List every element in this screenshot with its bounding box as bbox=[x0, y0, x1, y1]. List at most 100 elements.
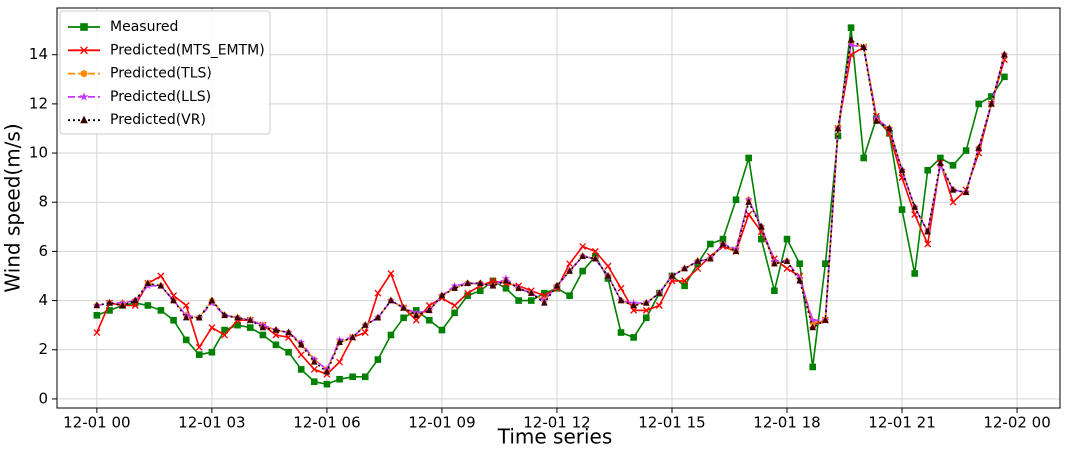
marker bbox=[425, 306, 433, 314]
marker bbox=[783, 235, 791, 243]
marker bbox=[310, 365, 318, 373]
marker bbox=[873, 117, 880, 124]
y-tick-label: 2 bbox=[38, 340, 48, 358]
marker bbox=[822, 316, 829, 323]
marker bbox=[195, 343, 203, 351]
marker bbox=[170, 316, 177, 324]
marker bbox=[374, 356, 382, 363]
marker bbox=[758, 222, 765, 230]
marker bbox=[694, 257, 701, 264]
marker bbox=[246, 324, 254, 331]
marker bbox=[234, 313, 241, 321]
marker bbox=[834, 124, 842, 132]
marker bbox=[182, 336, 190, 344]
marker bbox=[809, 323, 817, 331]
marker bbox=[80, 46, 88, 55]
marker bbox=[579, 243, 587, 250]
marker bbox=[630, 334, 637, 341]
marker bbox=[374, 289, 382, 297]
marker bbox=[732, 196, 740, 204]
x-tick-label: 12-01 15 bbox=[638, 414, 705, 432]
marker bbox=[886, 124, 893, 132]
marker bbox=[246, 316, 254, 323]
marker bbox=[783, 265, 791, 273]
marker bbox=[541, 299, 548, 306]
marker bbox=[323, 367, 331, 375]
marker bbox=[771, 287, 778, 295]
series bbox=[93, 36, 1008, 375]
legend-label: Predicted(MTS_EMTM) bbox=[110, 42, 265, 58]
marker bbox=[924, 240, 932, 248]
marker bbox=[617, 329, 625, 336]
marker bbox=[208, 296, 216, 304]
marker bbox=[272, 341, 280, 349]
marker bbox=[937, 158, 944, 166]
marker bbox=[297, 340, 305, 348]
marker bbox=[911, 203, 918, 210]
marker bbox=[425, 316, 433, 324]
marker bbox=[924, 166, 932, 174]
y-tick-label: 6 bbox=[38, 242, 48, 260]
marker bbox=[847, 40, 855, 49]
marker bbox=[745, 154, 752, 162]
marker bbox=[208, 324, 216, 332]
marker bbox=[988, 99, 995, 107]
marker bbox=[924, 227, 932, 235]
marker bbox=[643, 299, 650, 306]
marker bbox=[106, 307, 113, 314]
marker bbox=[937, 154, 944, 162]
marker bbox=[336, 358, 344, 366]
marker bbox=[898, 166, 906, 173]
marker bbox=[259, 323, 267, 331]
marker bbox=[336, 375, 343, 383]
marker bbox=[464, 292, 471, 299]
marker bbox=[783, 257, 791, 264]
marker bbox=[796, 276, 803, 284]
marker bbox=[438, 291, 446, 299]
marker bbox=[412, 311, 420, 318]
marker bbox=[451, 309, 458, 317]
marker bbox=[630, 301, 637, 309]
marker bbox=[707, 240, 714, 248]
marker bbox=[694, 265, 702, 273]
x-tick-label: 12-01 03 bbox=[178, 414, 245, 432]
marker bbox=[182, 313, 190, 321]
marker bbox=[476, 287, 484, 295]
marker bbox=[361, 329, 369, 336]
marker bbox=[297, 351, 305, 359]
marker bbox=[80, 70, 88, 78]
marker bbox=[361, 321, 369, 328]
marker bbox=[745, 198, 752, 205]
marker bbox=[822, 260, 829, 267]
marker bbox=[349, 373, 356, 381]
marker bbox=[349, 333, 356, 341]
marker bbox=[668, 272, 676, 279]
marker bbox=[221, 331, 229, 339]
marker bbox=[182, 302, 190, 309]
marker bbox=[975, 144, 983, 151]
marker bbox=[336, 338, 343, 345]
marker bbox=[681, 282, 688, 290]
marker bbox=[617, 296, 625, 304]
marker bbox=[387, 270, 395, 277]
x-tick-label: 12-01 06 bbox=[293, 414, 360, 432]
legend-label: Measured bbox=[110, 19, 178, 35]
series bbox=[93, 24, 1008, 388]
marker bbox=[541, 289, 548, 297]
marker bbox=[157, 307, 165, 314]
marker bbox=[195, 313, 203, 321]
marker bbox=[259, 331, 267, 339]
marker bbox=[464, 279, 471, 286]
marker bbox=[579, 252, 586, 259]
marker bbox=[144, 302, 152, 309]
marker bbox=[643, 314, 650, 322]
marker bbox=[387, 296, 395, 304]
marker bbox=[157, 272, 165, 280]
x-tick-label: 12-02 00 bbox=[983, 414, 1050, 432]
marker bbox=[962, 147, 970, 154]
marker bbox=[527, 297, 535, 304]
marker bbox=[285, 328, 292, 336]
legend-label: Predicted(TLS) bbox=[110, 66, 212, 82]
marker bbox=[1001, 50, 1008, 58]
y-tick-label: 12 bbox=[29, 94, 48, 112]
